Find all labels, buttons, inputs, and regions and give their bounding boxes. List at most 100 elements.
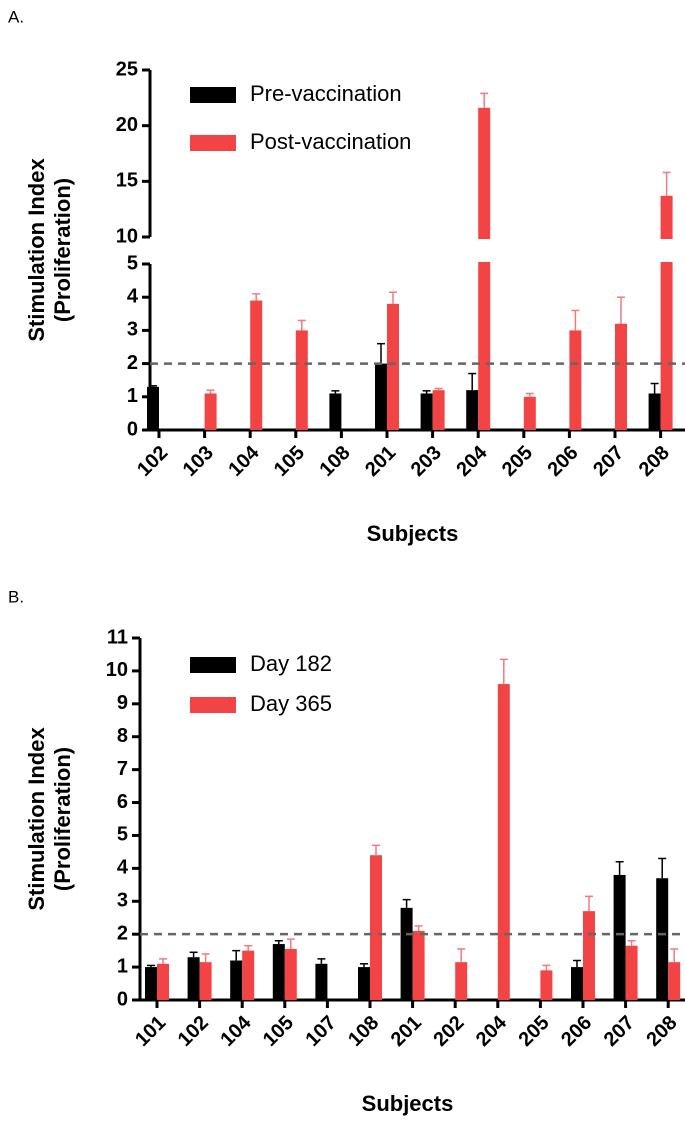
x-tick-label: 206 bbox=[544, 442, 583, 481]
axis-break bbox=[152, 239, 685, 262]
error-bar bbox=[331, 390, 340, 394]
error-bar bbox=[627, 940, 636, 946]
bar bbox=[145, 967, 157, 1000]
x-tick-label: 204 bbox=[472, 1011, 512, 1051]
bar bbox=[540, 970, 553, 1000]
legend-swatch bbox=[190, 135, 236, 151]
y-tick-label: 3 bbox=[117, 890, 128, 912]
bar bbox=[571, 967, 583, 1000]
x-tick-label: 101 bbox=[131, 1012, 170, 1051]
error-bar bbox=[389, 291, 397, 304]
bar bbox=[284, 948, 297, 1000]
error-bar bbox=[457, 948, 466, 963]
error-bar bbox=[252, 293, 261, 301]
error-bar bbox=[571, 309, 580, 331]
y-tick-label: 4 bbox=[127, 285, 139, 307]
x-tick-label: 105 bbox=[270, 442, 309, 481]
error-bar bbox=[434, 387, 443, 391]
error-bar bbox=[149, 385, 157, 387]
y-tick-label: 1 bbox=[127, 385, 138, 407]
error-bar bbox=[615, 861, 624, 875]
bar bbox=[295, 330, 308, 430]
bar bbox=[250, 300, 263, 430]
error-bar bbox=[525, 392, 534, 397]
y-axis-title: Stimulation Index(Proliferation) bbox=[24, 727, 75, 911]
y-tick-label: 7 bbox=[117, 758, 128, 780]
bar bbox=[583, 911, 595, 1000]
bar bbox=[230, 960, 243, 1000]
bar bbox=[466, 390, 479, 430]
x-tick-label: 208 bbox=[635, 442, 674, 481]
x-tick-label: 105 bbox=[259, 1012, 298, 1051]
bar bbox=[329, 393, 342, 430]
bar bbox=[615, 323, 627, 430]
panel-label: A. bbox=[8, 7, 24, 26]
y-tick-label: 3 bbox=[127, 319, 138, 341]
legend-label: Post-vaccination bbox=[250, 129, 411, 154]
y-tick-label: 0 bbox=[117, 988, 128, 1010]
bar bbox=[432, 390, 445, 430]
bar bbox=[625, 945, 638, 1000]
x-tick-label: 202 bbox=[429, 1012, 468, 1051]
x-tick-label: 201 bbox=[387, 1012, 426, 1051]
x-axis-title: Subjects bbox=[367, 521, 459, 546]
bar bbox=[370, 855, 382, 1000]
error-bar bbox=[372, 844, 380, 856]
error-bar bbox=[244, 944, 253, 951]
legend-swatch bbox=[190, 657, 236, 673]
error-bar bbox=[617, 296, 625, 324]
y-tick-label: 8 bbox=[117, 725, 128, 747]
y-axis-title-line: (Proliferation) bbox=[50, 178, 75, 322]
bar bbox=[660, 195, 673, 430]
error-bar bbox=[468, 372, 477, 391]
error-bar bbox=[480, 92, 489, 108]
bar bbox=[147, 386, 159, 430]
error-bar bbox=[402, 898, 411, 908]
x-tick-label: 102 bbox=[133, 442, 172, 481]
panel: A. 0 1 2 3 4 5 10 15 20 25 Stimulation Index(Prolif… bbox=[8, 7, 685, 546]
bar bbox=[648, 393, 661, 430]
x-tick-label: 108 bbox=[344, 1012, 383, 1051]
error-bar bbox=[585, 895, 593, 912]
y-axis-title: Stimulation Index(Proliferation) bbox=[24, 158, 75, 342]
bar bbox=[199, 962, 212, 1000]
bar bbox=[204, 393, 217, 430]
panel-label: B. bbox=[8, 587, 24, 606]
x-tick-label: 108 bbox=[316, 442, 355, 481]
error-bar bbox=[573, 959, 581, 968]
y-tick-label: 1 bbox=[117, 955, 128, 977]
x-axis-title: Subjects bbox=[362, 1091, 454, 1116]
panel: B. 0 1 2 3 4 5 6 7 8 9 10 11 Stimulation Index(Prolif… bbox=[8, 587, 685, 1116]
x-tick-label: 207 bbox=[589, 442, 628, 481]
error-bar bbox=[206, 389, 215, 394]
y-tick-label: 9 bbox=[117, 692, 128, 714]
legend-label: Day 182 bbox=[250, 651, 332, 676]
bar bbox=[242, 950, 255, 1000]
error-bar bbox=[658, 857, 667, 879]
bar bbox=[375, 363, 387, 430]
y-tick-label: 0 bbox=[127, 418, 138, 440]
bar bbox=[387, 303, 399, 430]
y-tick-label: 2 bbox=[117, 922, 128, 944]
error-bar bbox=[499, 658, 508, 685]
y-tick-label: 4 bbox=[117, 857, 129, 879]
x-tick-label: 107 bbox=[302, 1012, 341, 1051]
y-tick-label: 20 bbox=[116, 114, 138, 136]
x-tick-label: 207 bbox=[600, 1012, 639, 1051]
error-bar bbox=[377, 342, 385, 364]
x-tick-label: 204 bbox=[452, 441, 492, 481]
bar bbox=[478, 107, 491, 430]
legend-swatch bbox=[190, 697, 236, 713]
x-tick-label: 201 bbox=[361, 442, 400, 481]
bar bbox=[668, 962, 681, 1000]
error-bar bbox=[360, 963, 368, 968]
x-tick-label: 205 bbox=[498, 442, 537, 481]
y-tick-label: 15 bbox=[116, 170, 138, 192]
bar bbox=[656, 878, 669, 1000]
y-tick-label: 10 bbox=[116, 225, 138, 247]
x-tick-label: 102 bbox=[174, 1012, 213, 1051]
bar bbox=[272, 944, 285, 1000]
y-tick-label: 2 bbox=[127, 352, 138, 374]
bar bbox=[400, 907, 413, 1000]
